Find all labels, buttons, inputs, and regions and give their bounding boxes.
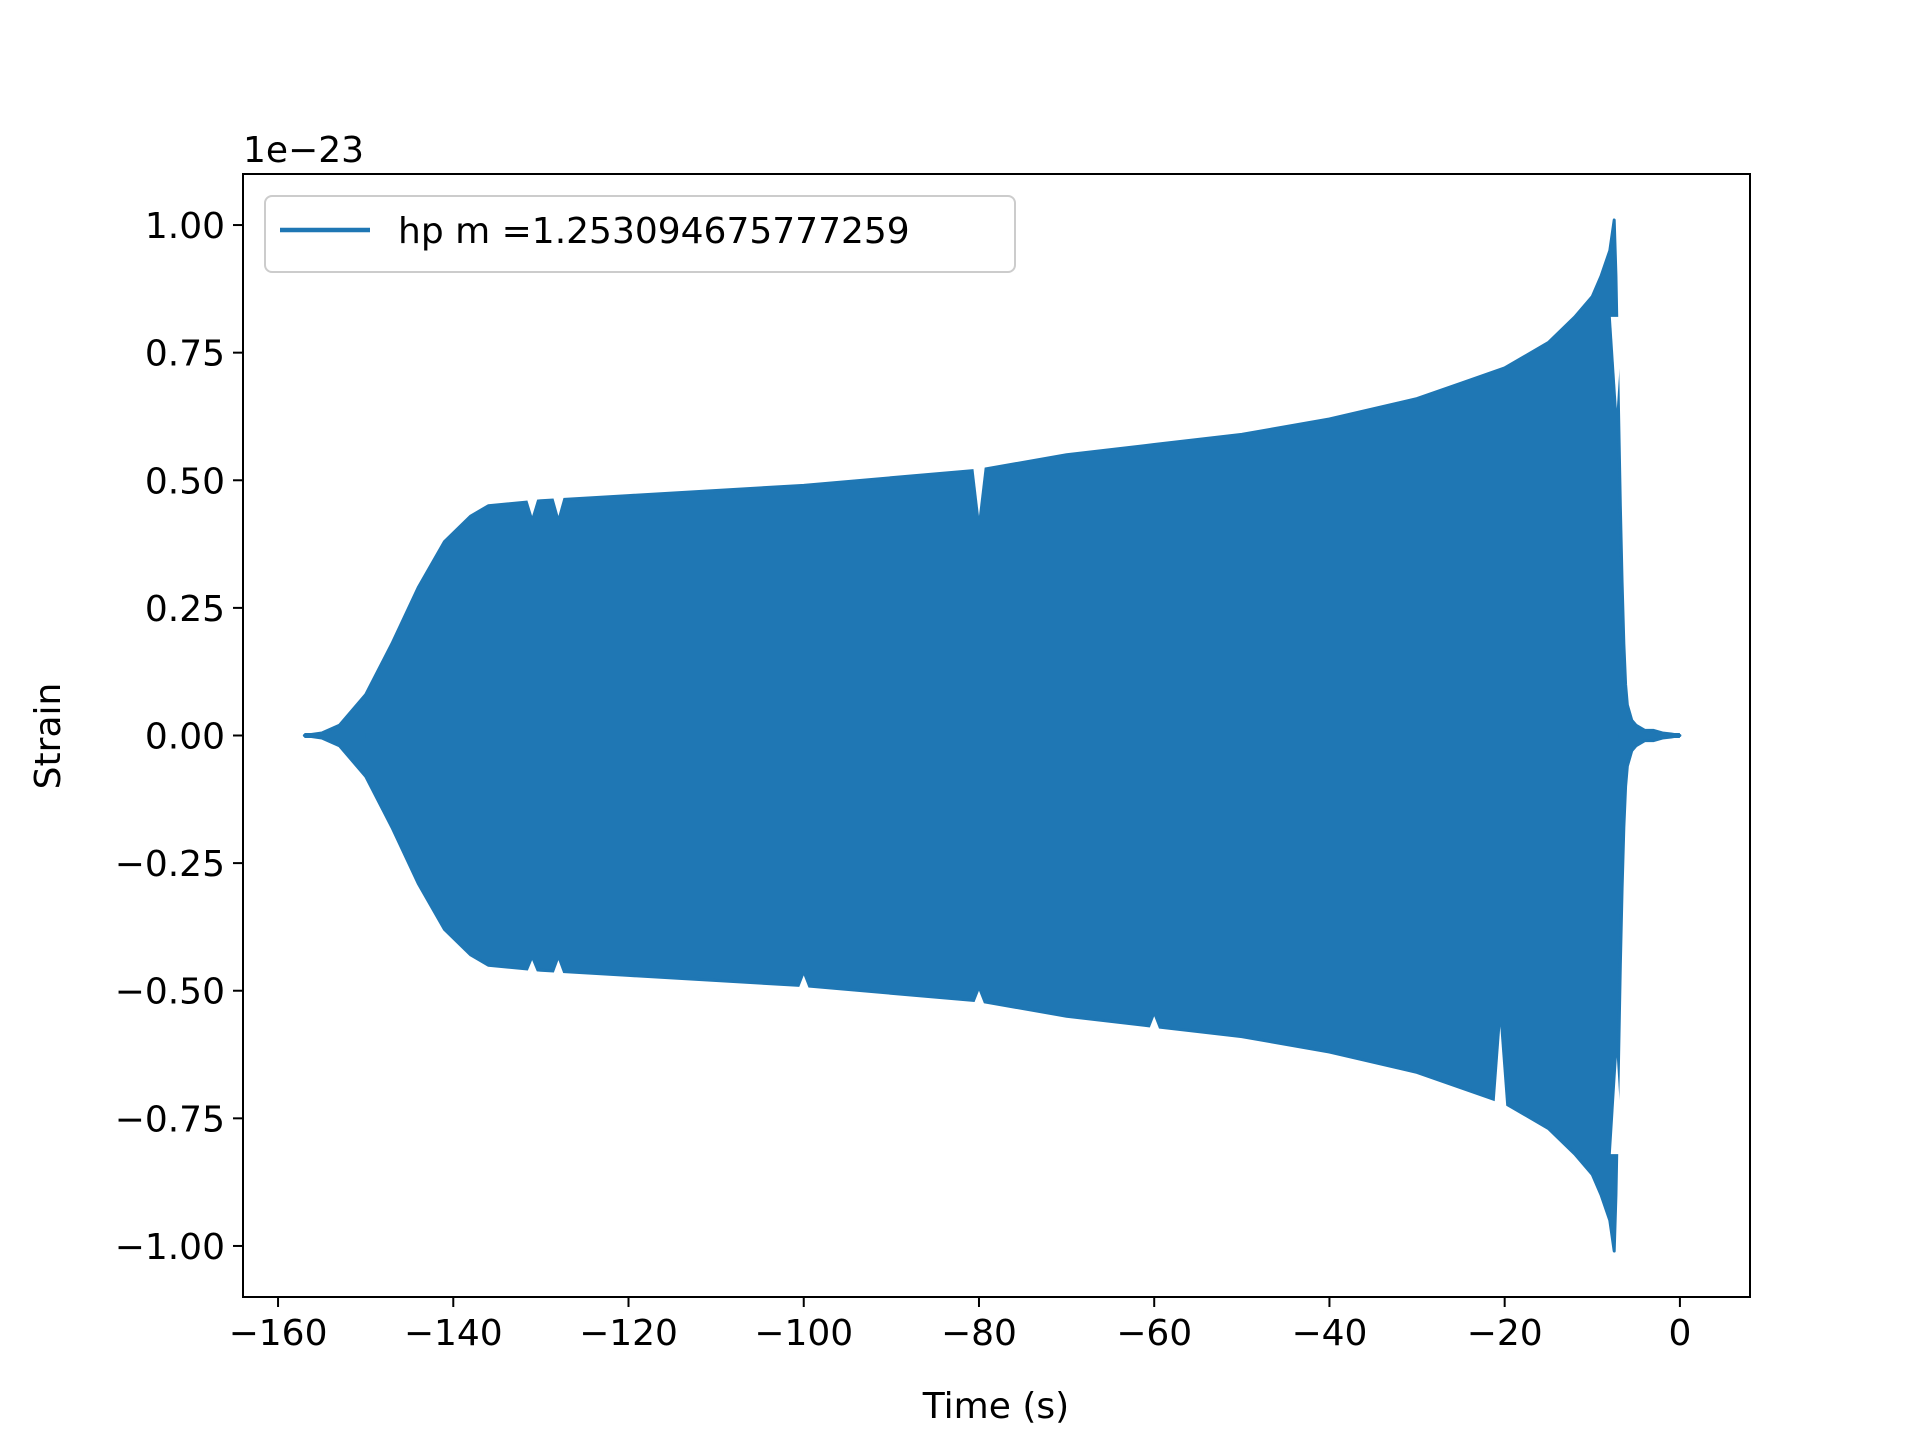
- waveform-notch: [552, 494, 565, 517]
- x-axis-label: Time (s): [922, 1386, 1069, 1427]
- y-tick-label: −0.50: [115, 972, 225, 1013]
- y-axis-ticks: 1.00 0.75 0.50 0.25 0.00 −0.25 −0.50 −0.75 −1.00: [115, 206, 243, 1268]
- y-tick-label: 0.25: [145, 589, 225, 630]
- x-tick-label: −80: [941, 1313, 1017, 1354]
- y-tick-label: 0.50: [145, 461, 225, 502]
- legend-label: hp m =1.253094675777259: [398, 211, 910, 252]
- x-tick-label: −160: [229, 1313, 328, 1354]
- y-axis-offset-label: 1e−23: [243, 130, 364, 171]
- x-tick-label: −40: [1291, 1313, 1367, 1354]
- waveform-notch: [972, 990, 985, 1007]
- y-tick-label: −0.25: [115, 844, 225, 885]
- x-tick-label: −120: [579, 1313, 678, 1354]
- legend-box: [264, 195, 1016, 273]
- waveform-notch: [552, 960, 565, 977]
- plot-area: [302, 218, 1682, 1253]
- waveform-notch: [1610, 316, 1623, 409]
- waveform-notch: [526, 960, 539, 975]
- y-tick-label: 1.00: [145, 206, 225, 247]
- y-tick-label: 0.00: [145, 717, 225, 758]
- x-tick-label: −140: [404, 1313, 503, 1354]
- waveform-notch: [1148, 1016, 1161, 1032]
- y-tick-label: −0.75: [115, 1099, 225, 1140]
- waveform-notch: [526, 496, 539, 517]
- x-axis-ticks: −160 −140 −120 −100 −80 −60 −40 −20 0: [229, 1297, 1691, 1354]
- waveform-envelope: [302, 218, 1682, 1253]
- waveform-notch: [1494, 1026, 1507, 1107]
- legend: hp m =1.253094675777259: [264, 195, 1016, 273]
- x-tick-label: −100: [754, 1313, 853, 1354]
- y-axis-label: Strain: [28, 683, 69, 790]
- x-tick-label: 0: [1668, 1313, 1691, 1354]
- x-tick-label: −60: [1116, 1313, 1192, 1354]
- y-tick-label: −1.00: [115, 1227, 225, 1268]
- waveform-notch: [1610, 1057, 1623, 1155]
- y-tick-label: 0.75: [145, 334, 225, 375]
- waveform-notch: [797, 975, 810, 991]
- waveform-notch: [972, 464, 985, 517]
- x-tick-label: −20: [1467, 1313, 1543, 1354]
